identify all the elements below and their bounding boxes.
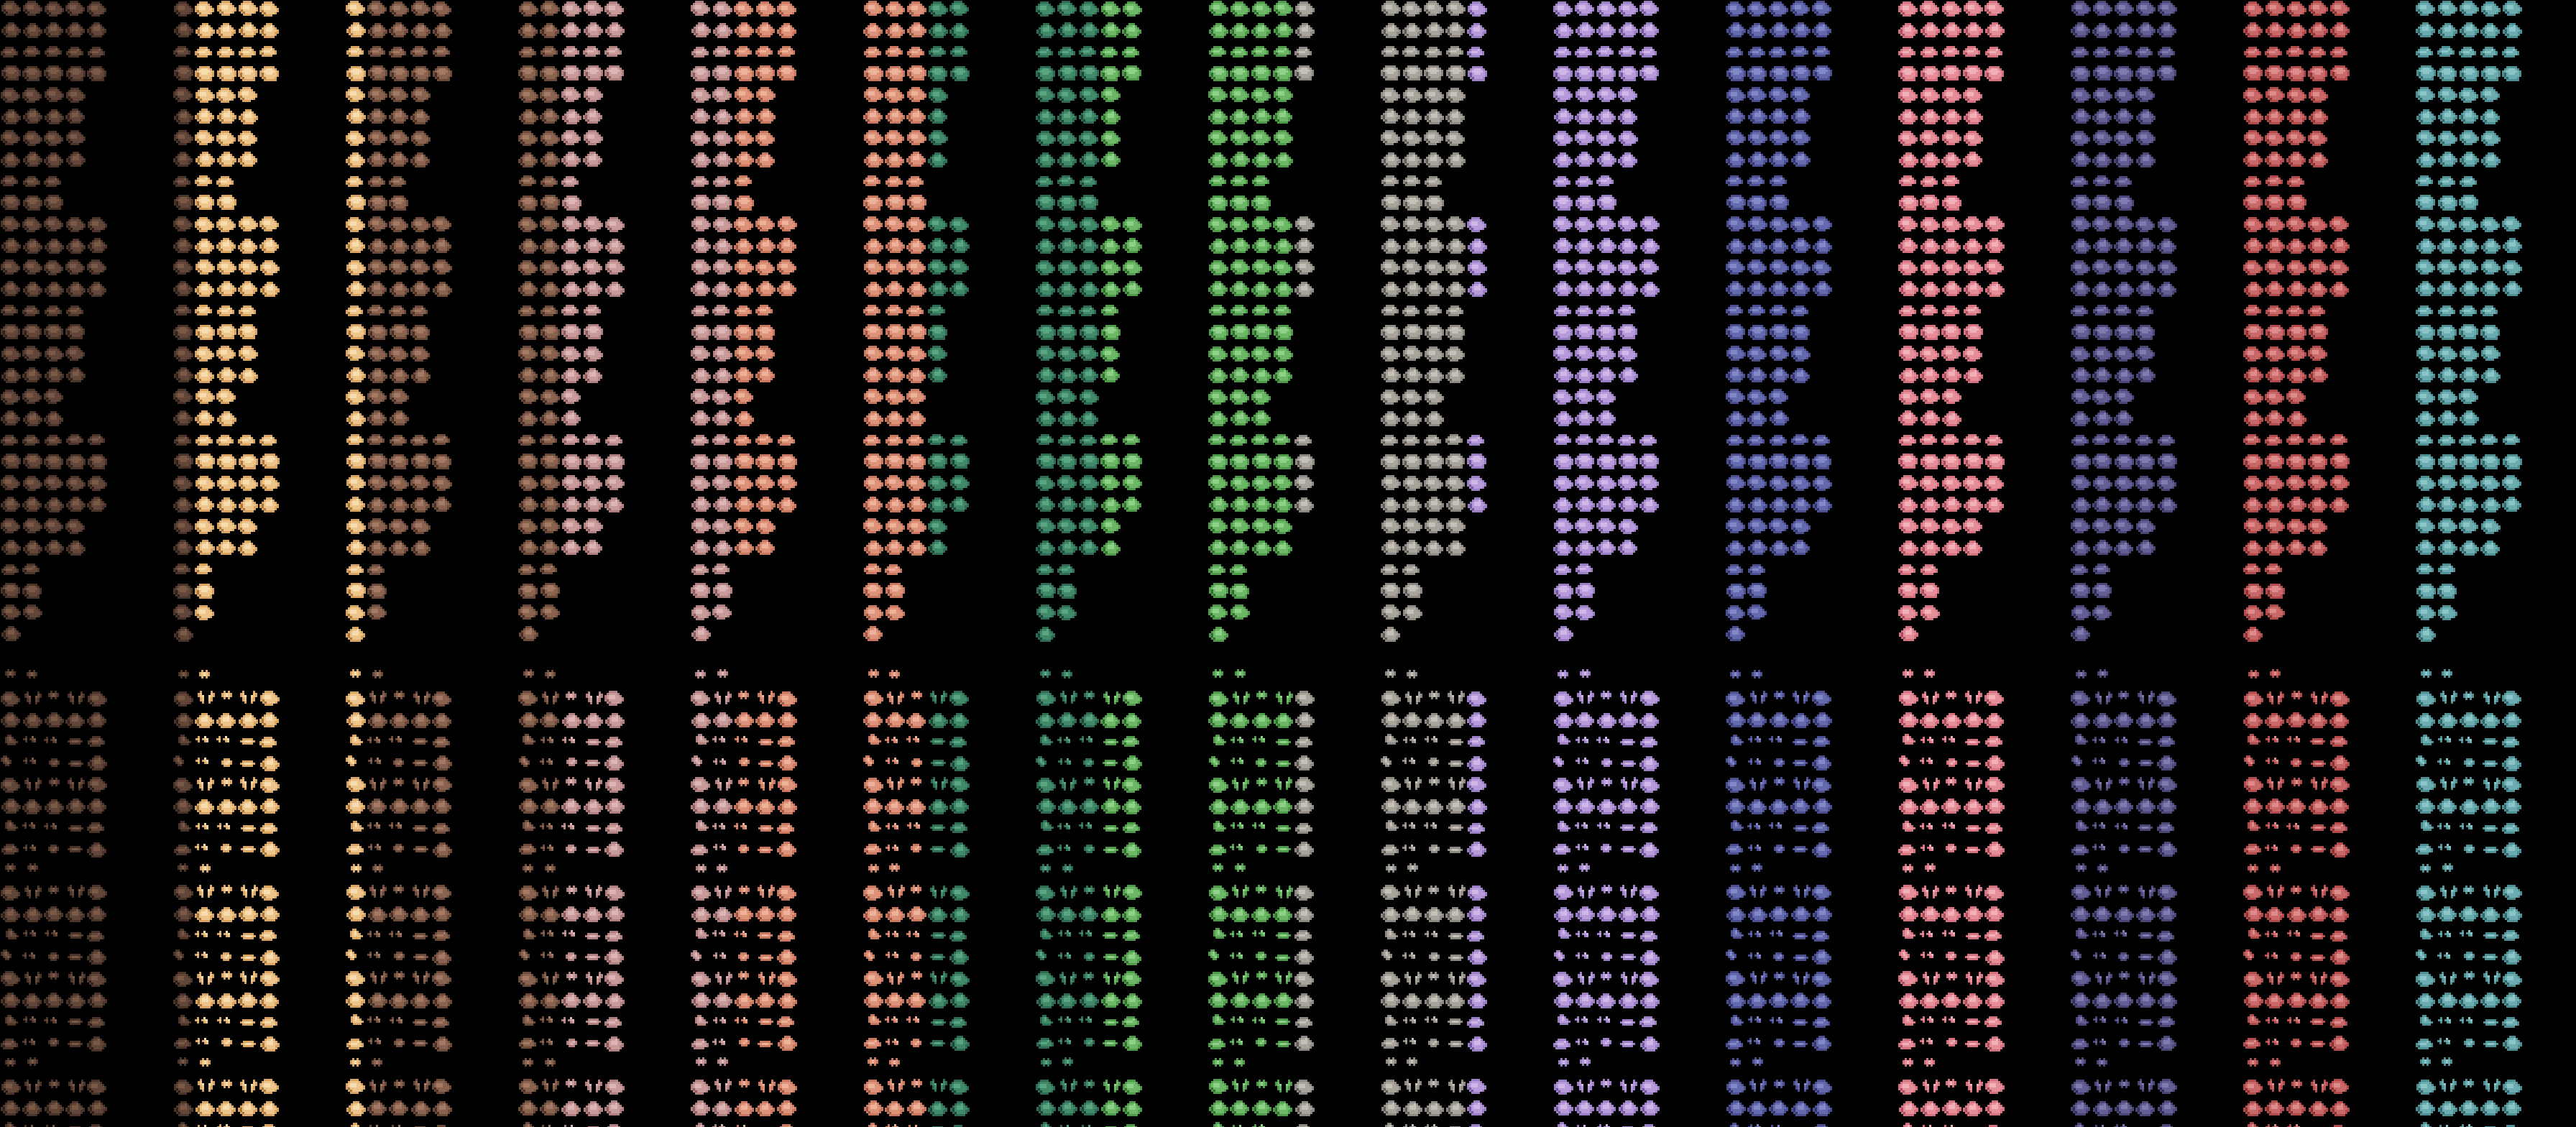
sprite-sheet-canvas bbox=[0, 0, 2576, 1127]
sprite-sheet-canvas-container bbox=[0, 0, 2576, 1127]
